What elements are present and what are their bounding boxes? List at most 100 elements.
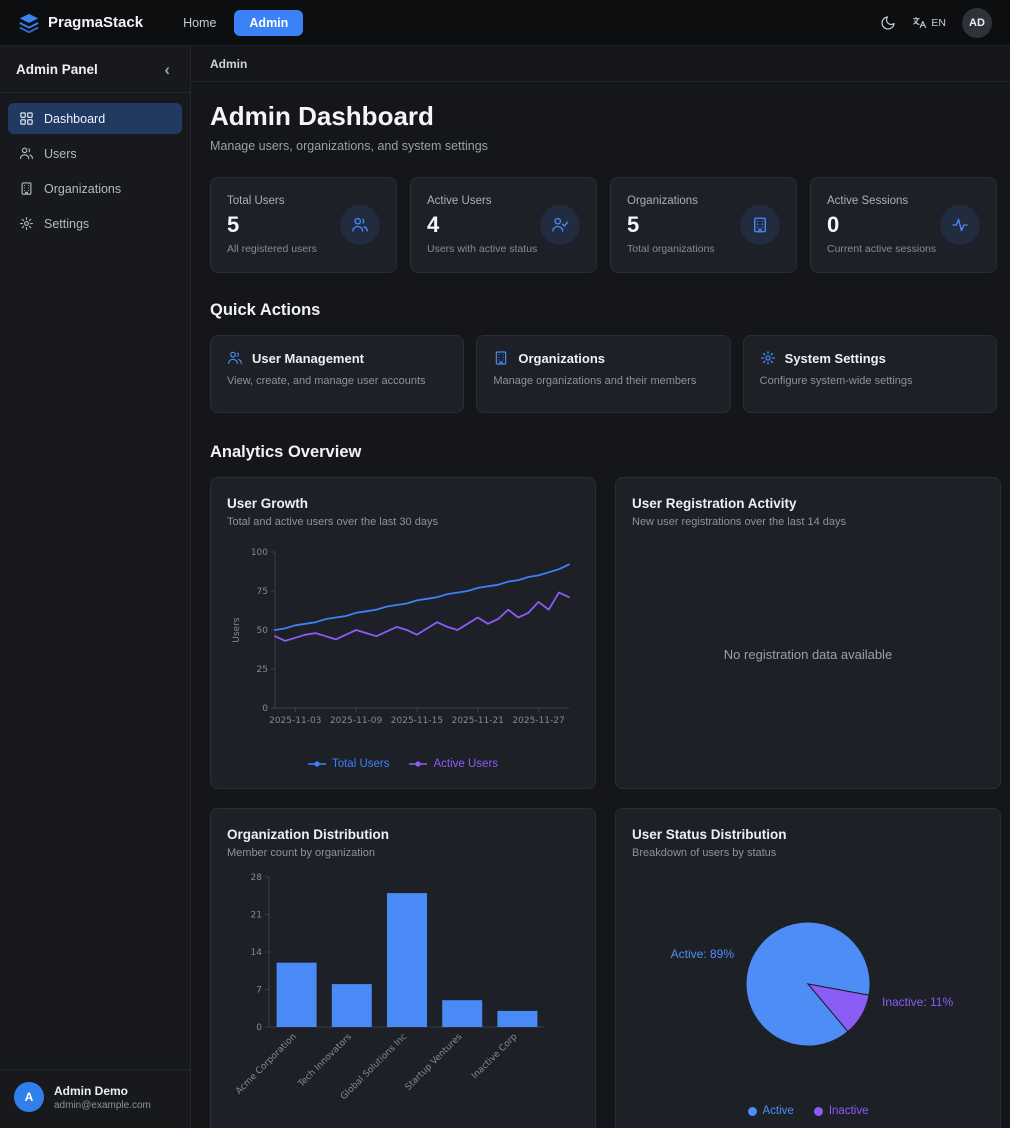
organization-bar-chart: 0 7 14 21 28 Acme Corporation Tech Innovators G… [227, 867, 579, 1119]
quick-action-user-management[interactable]: User Management View, create, and manage… [210, 335, 465, 413]
chart-title: User Growth [227, 496, 309, 511]
sidebar-item-users[interactable]: Users [8, 138, 182, 169]
stat-caption: Current active sessions [827, 243, 937, 255]
legend-label: Active Users [433, 758, 499, 770]
users-icon [228, 351, 242, 364]
activity-icon [940, 205, 980, 245]
sidebar-item-settings[interactable]: Settings [8, 208, 182, 239]
quick-actions-heading: Quick Actions [210, 301, 321, 319]
translate-icon [913, 16, 927, 29]
sidebar-user-card[interactable]: A Admin Demo admin@example.com [0, 1069, 190, 1128]
main-nav: Home Admin [173, 9, 304, 36]
svg-text:7: 7 [256, 986, 262, 996]
svg-text:2025-11-21: 2025-11-21 [452, 716, 504, 726]
svg-text:0: 0 [256, 1023, 262, 1033]
svg-text:21: 21 [251, 911, 262, 921]
sidebar-nav: Dashboard Users Organizations [0, 93, 190, 249]
building-icon [496, 351, 507, 365]
qa-description: View, create, and manage user accounts [227, 375, 426, 387]
stat-card-organizations: Organizations 5 Total organizations [610, 177, 797, 273]
users-icon [20, 147, 33, 160]
language-button[interactable]: EN [912, 15, 946, 30]
dashboard-icon [20, 112, 33, 125]
building-icon [21, 182, 32, 195]
chart-card-user-growth: User Growth Total and active users over … [210, 477, 596, 789]
stat-card-active-users: Active Users 4 Users with active status [410, 177, 597, 273]
legend-label: Inactive [828, 1105, 869, 1117]
sidebar-item-label: Settings [44, 216, 90, 231]
chart-legend: Total Users Active Users [227, 754, 579, 772]
sidebar-item-organizations[interactable]: Organizations [8, 173, 182, 204]
nav-link-admin[interactable]: Admin [234, 9, 304, 36]
svg-text:28: 28 [251, 873, 263, 883]
user-avatar: A [14, 1082, 44, 1112]
qa-head: User Management [227, 350, 447, 366]
stat-card-active-sessions: Active Sessions 0 Current active session… [810, 177, 997, 273]
top-navbar: PragmaStack Home Admin EN AD [0, 0, 1010, 46]
sidebar-collapse-button[interactable]: ‹ [164, 60, 170, 79]
legend-item-active-users[interactable]: Active Users [409, 758, 498, 770]
navbar-left: PragmaStack Home Admin [18, 9, 304, 36]
page-content: Admin Dashboard Manage users, organizati… [191, 82, 1010, 1128]
breadcrumb-bar: Admin [191, 46, 1010, 82]
user-menu-avatar[interactable]: AD [962, 7, 992, 38]
users-icon [340, 205, 380, 245]
sidebar-item-label: Dashboard [44, 111, 106, 126]
svg-text:0: 0 [262, 704, 268, 714]
sidebar-header: Admin Panel ‹ [0, 46, 190, 93]
building-icon [740, 205, 780, 245]
svg-text:2025-11-09: 2025-11-09 [330, 716, 383, 726]
line-marker-icon [307, 761, 326, 767]
qa-title: System Settings [784, 350, 886, 366]
stat-caption: All registered users [227, 243, 317, 255]
stat-label: Active Sessions [827, 195, 909, 207]
stat-texts: Organizations 5 Total organizations [627, 195, 715, 255]
chart-subtitle: Member count by organization [227, 847, 375, 859]
legend-item-total-users[interactable]: Total Users [307, 758, 390, 770]
legend-label: Active [762, 1105, 794, 1117]
stat-caption: Users with active status [427, 243, 538, 255]
layers-icon [19, 13, 39, 33]
user-email: admin@example.com [54, 1099, 151, 1111]
main-area: Admin Admin Dashboard Manage users, orga… [191, 46, 1010, 1128]
stat-label: Organizations [627, 195, 698, 207]
theme-toggle-button[interactable] [880, 15, 896, 31]
chart-subtitle: Breakdown of users by status [632, 847, 777, 859]
sidebar-item-label: Users [44, 146, 77, 161]
stats-grid: Total Users 5 All registered users Activ… [210, 177, 997, 273]
nav-link-home[interactable]: Home [183, 15, 217, 30]
legend-dot [813, 1106, 823, 1116]
navbar-right: EN AD [880, 7, 992, 38]
qa-title: User Management [252, 350, 364, 366]
brand-logo-icon[interactable] [18, 12, 40, 34]
chart-card-registration-activity: User Registration Activity New user regi… [615, 477, 1001, 789]
chart-card-organization-distribution: Organization Distribution Member count b… [210, 808, 596, 1128]
sidebar-item-label: Organizations [44, 181, 122, 196]
legend-item-active[interactable]: Active [747, 1105, 794, 1117]
qa-description: Manage organizations and their members [493, 375, 697, 387]
user-check-icon [540, 205, 580, 245]
svg-text:100: 100 [251, 548, 268, 558]
stat-label: Total Users [227, 195, 285, 207]
stat-texts: Total Users 5 All registered users [227, 195, 317, 255]
qa-head: System Settings [760, 350, 980, 366]
stat-caption: Total organizations [627, 243, 715, 255]
user-growth-line-chart: 0 25 50 75 100 2025-11-03 2025-11-09 2025-11-15… [227, 536, 579, 754]
chart-title: User Status Distribution [632, 827, 787, 842]
moon-icon [881, 15, 896, 30]
empty-state-text: No registration data available [723, 646, 893, 662]
svg-text:75: 75 [257, 587, 268, 597]
svg-text:Tech Innovators: Tech Innovators [296, 1032, 354, 1090]
legend-label: Total Users [331, 758, 390, 770]
breadcrumb[interactable]: Admin [210, 56, 248, 71]
sidebar-title: Admin Panel [16, 62, 98, 77]
stat-value: 0 [827, 212, 840, 237]
quick-action-system-settings[interactable]: System Settings Configure system-wide se… [742, 335, 997, 413]
svg-text:50: 50 [257, 626, 269, 636]
brand-name[interactable]: PragmaStack [48, 14, 144, 31]
stat-card-total-users: Total Users 5 All registered users [210, 177, 397, 273]
legend-item-inactive[interactable]: Inactive [813, 1105, 869, 1117]
quick-action-organizations[interactable]: Organizations Manage organizations and t… [476, 335, 731, 413]
sidebar-item-dashboard[interactable]: Dashboard [8, 103, 182, 134]
stat-texts: Active Sessions 0 Current active session… [827, 195, 936, 255]
